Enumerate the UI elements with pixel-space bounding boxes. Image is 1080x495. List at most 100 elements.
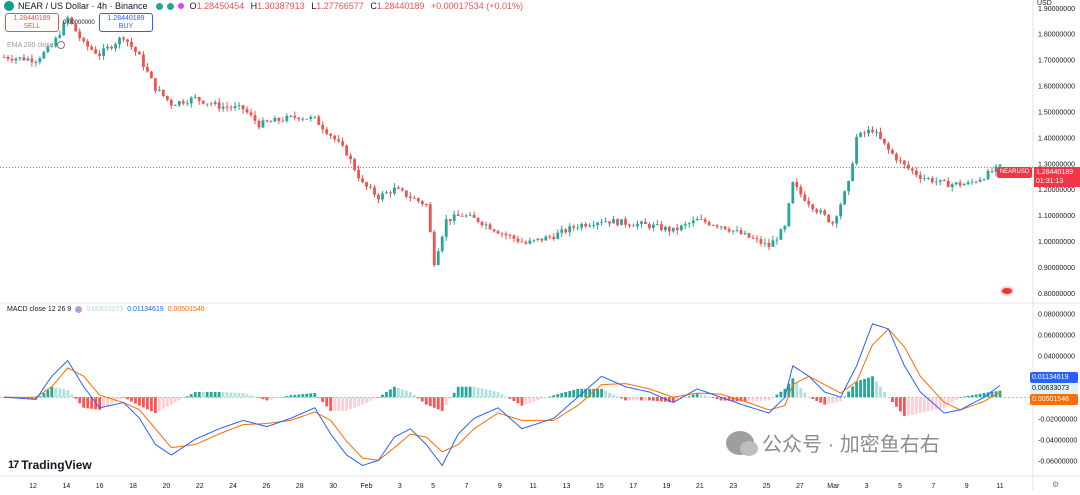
candle-body — [217, 102, 221, 109]
candle-body — [548, 236, 552, 238]
candle-body — [193, 97, 197, 98]
macd-histogram-bar — [456, 386, 460, 398]
macd-histogram-bar — [982, 393, 986, 398]
macd-histogram-bar — [432, 397, 436, 408]
candle-body — [986, 170, 990, 180]
macd-histogram-bar — [401, 389, 404, 398]
macd-histogram-bar — [169, 397, 173, 405]
candle-body — [855, 136, 858, 164]
ohlc-low-value: 1.27766577 — [316, 1, 364, 11]
candle-body — [759, 239, 763, 244]
macd-histogram-bar — [508, 397, 512, 399]
candle-body — [98, 53, 102, 56]
candle-body — [146, 67, 149, 72]
macd-histogram-bar — [201, 392, 205, 398]
candle-body — [879, 131, 882, 139]
macd-histogram-bar — [540, 397, 544, 400]
candle-body — [142, 54, 145, 68]
candle-body — [883, 138, 886, 144]
macd-legend[interactable]: MACD close 12 26 9 0.00633073 0.01134619… — [7, 306, 209, 313]
macd-histogram-bar — [580, 388, 584, 398]
candle-body — [393, 187, 396, 194]
candle-body — [377, 194, 380, 200]
macd-label: MACD close 12 26 9 — [7, 306, 72, 313]
ohlc-change: +0.00017534 (+0.01%) — [430, 1, 523, 11]
candle-body — [245, 109, 249, 113]
candle-body — [253, 114, 257, 121]
bar-countdown: 01:31:13 — [1036, 178, 1064, 185]
settings-gear-icon[interactable]: ⚙ — [1052, 480, 1060, 489]
candle-body — [401, 188, 404, 191]
macd-tick-label: 0.04000000 — [1038, 353, 1075, 360]
candle-body — [914, 170, 918, 175]
candle-body — [564, 229, 568, 233]
macd-histogram-bar — [855, 381, 858, 398]
candle-body — [329, 133, 333, 136]
candle-body — [444, 219, 448, 237]
time-tick-label: 26 — [263, 483, 271, 490]
macd-histogram-bar — [488, 390, 492, 398]
macd-histogram-bar — [839, 397, 843, 402]
candle-body — [269, 121, 273, 123]
macd-histogram-bar — [46, 389, 50, 398]
macd-histogram-bar — [827, 397, 831, 404]
macd-legend-signal: 0.00501546 — [167, 306, 205, 313]
candle-body — [265, 120, 269, 122]
candle-body — [321, 124, 325, 130]
time-tick-label: 5 — [431, 483, 435, 490]
macd-histogram-bar — [596, 388, 600, 398]
time-tick-label: 11 — [996, 483, 1003, 490]
macd-histogram-bar — [440, 397, 444, 411]
candle-body — [942, 179, 946, 181]
macd-histogram-bar — [62, 389, 66, 398]
indicator-settings-icon[interactable] — [75, 306, 83, 313]
candle-body — [544, 236, 548, 241]
eye-icon[interactable] — [56, 41, 65, 49]
candle-body — [922, 178, 926, 179]
buy-button[interactable]: 1.28440189 BUY — [99, 13, 153, 32]
macd-histogram-bar — [305, 393, 309, 398]
flag-icon[interactable] — [177, 3, 184, 9]
candle-body — [608, 221, 611, 224]
macd-tick-label: 0.06000000 — [1038, 332, 1075, 339]
price-tick-label: 0.90000000 — [1038, 265, 1075, 272]
sell-button[interactable]: 1.28440189 SELL — [5, 13, 59, 32]
macd-histogram-bar — [98, 397, 102, 410]
macd-histogram-bar — [373, 397, 376, 400]
macd-histogram-bar — [289, 395, 293, 398]
candle-body — [934, 181, 938, 183]
macd-histogram-bar — [58, 388, 62, 398]
macd-histogram-bar — [237, 392, 241, 398]
macd-histogram-bar — [349, 397, 353, 410]
macd-histogram-bar — [22, 397, 26, 399]
macd-histogram-bar — [385, 392, 388, 398]
macd-histogram-bar — [193, 392, 197, 398]
candle-body — [325, 129, 329, 134]
macd-histogram-bar — [181, 397, 185, 399]
watermark-text: 公众号 · 加密鱼右右 — [762, 434, 940, 456]
macd-histogram-bar — [807, 397, 811, 398]
macd-histogram-bar — [317, 397, 321, 398]
candle-body — [34, 62, 38, 63]
candle-body — [803, 194, 807, 201]
macd-legend-macd: 0.01134619 — [127, 306, 164, 313]
candle-body — [771, 240, 775, 247]
candle-body — [640, 221, 643, 224]
candle-body — [703, 219, 707, 223]
ema-indicator-legend[interactable]: EMA 200 close — [7, 41, 65, 49]
tradingview-logo[interactable]: 17 TradingView — [8, 458, 92, 472]
candle-body — [715, 225, 719, 227]
macd-histogram-bar — [484, 389, 488, 398]
signal-value-tag: 0.00501546 — [1030, 394, 1078, 405]
candle-body — [512, 235, 516, 239]
ohlc-low-label: L — [311, 1, 317, 11]
alert-icon[interactable] — [1000, 286, 1014, 296]
macd-legend-hist: 0.00633073 — [86, 306, 124, 313]
macd-histogram-bar — [779, 391, 783, 398]
time-tick-label: 9 — [498, 483, 502, 490]
macd-histogram-bar — [361, 397, 364, 405]
macd-histogram-bar — [512, 397, 516, 402]
current-price-tag: 1.28440189 01:31:13 — [1034, 167, 1080, 187]
